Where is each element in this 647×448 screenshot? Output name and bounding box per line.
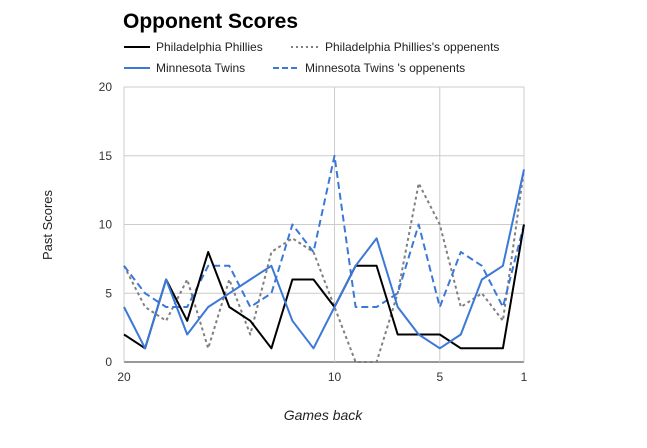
x-axis-title: Games back — [284, 407, 364, 423]
chart-title: Opponent Scores — [123, 10, 298, 33]
x-tick-label: 1 — [521, 370, 528, 384]
grid — [123, 86, 525, 363]
series-line-3 — [123, 169, 525, 350]
series-line-2 — [123, 169, 525, 363]
x-tick-label: 10 — [328, 370, 342, 384]
y-axis-ticks: 0 5 10 15 20 — [99, 80, 113, 369]
y-tick-label: 5 — [105, 286, 112, 300]
y-tick-label: 0 — [105, 355, 112, 369]
y-tick-label: 20 — [99, 80, 113, 94]
legend-label-twins: Minnesota Twins — [156, 61, 245, 75]
legend-label-twins-opponents: Minnesota Twins 's oppenents — [305, 61, 465, 75]
y-tick-label: 15 — [99, 149, 113, 163]
series-line-4 — [123, 154, 525, 308]
legend: Philadelphia Phillies Philadelphia Phill… — [124, 40, 499, 75]
series-line-1 — [123, 224, 525, 350]
legend-label-phillies: Philadelphia Phillies — [156, 40, 263, 54]
y-axis-title: Past Scores — [40, 189, 55, 260]
x-axis-ticks: 20 10 5 1 — [117, 370, 527, 384]
x-tick-label: 20 — [117, 370, 131, 384]
y-tick-label: 10 — [99, 218, 113, 232]
legend-label-phillies-opponents: Philadelphia Phillies's oppenents — [325, 40, 499, 54]
x-tick-label: 5 — [436, 370, 443, 384]
series-lines — [123, 154, 525, 363]
